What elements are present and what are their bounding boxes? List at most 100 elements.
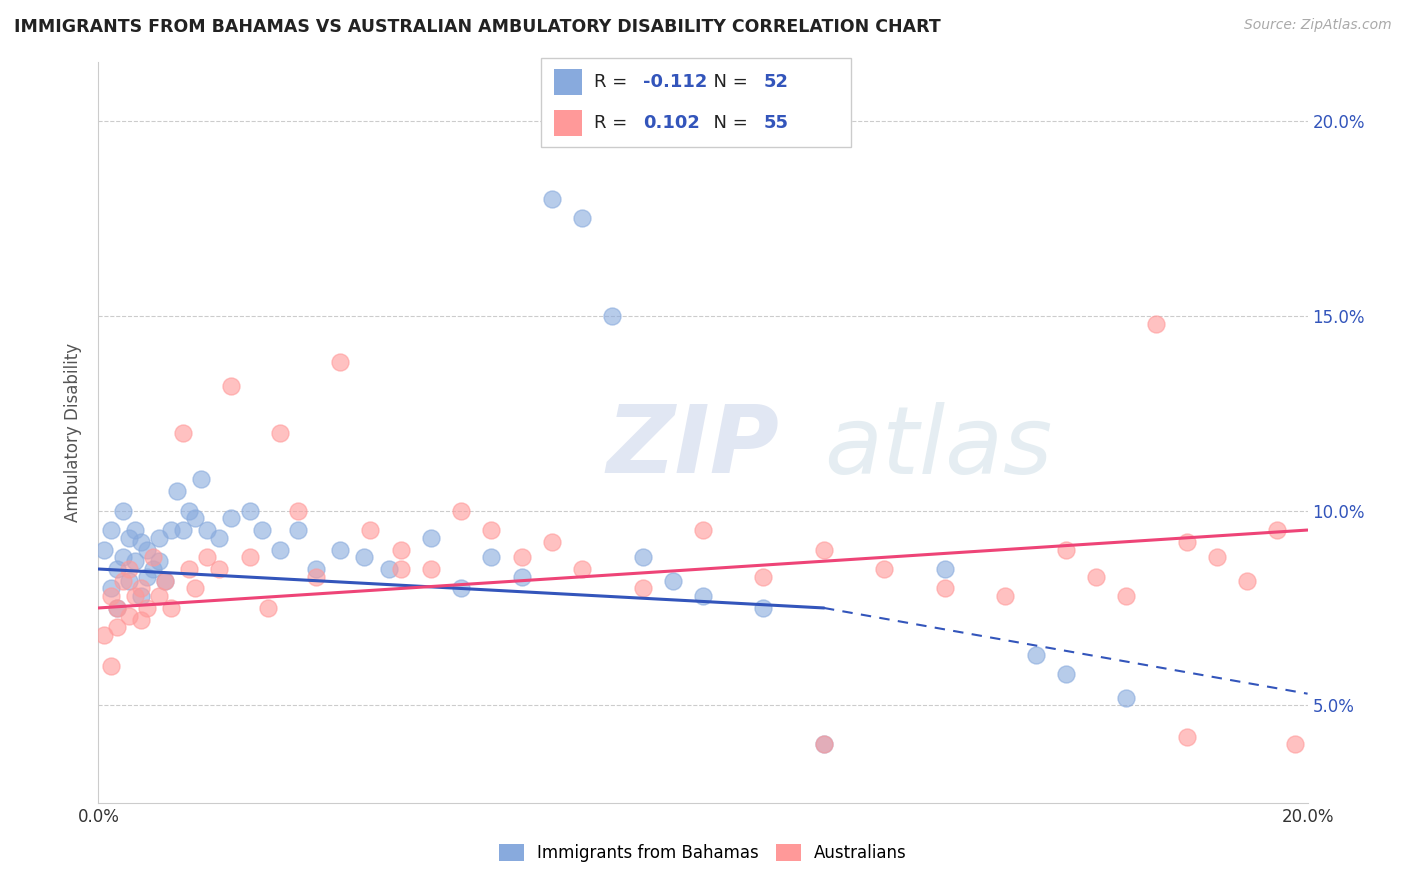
Point [692,523,714,537]
Point [287,503,309,517]
Point [1115,589,1137,603]
Point [389,562,412,576]
Point [129,534,152,549]
Point [153,574,176,588]
Legend: Immigrants from Bahamas, Australians: Immigrants from Bahamas, Australians [492,837,914,869]
Point [813,542,835,557]
Text: R =: R = [593,114,633,132]
Text: IMMIGRANTS FROM BAHAMAS VS AUSTRALIAN AMBULATORY DISABILITY CORRELATION CHART: IMMIGRANTS FROM BAHAMAS VS AUSTRALIAN AM… [14,18,941,36]
Point [631,550,654,565]
Text: 52: 52 [763,73,789,91]
Point [1175,534,1198,549]
Point [208,562,231,576]
Point [450,503,472,517]
Point [377,562,399,576]
Point [172,425,194,440]
Point [239,503,262,517]
Point [184,582,207,596]
Point [100,659,122,673]
Point [221,511,243,525]
Point [129,613,152,627]
Bar [554,110,582,136]
Y-axis label: Ambulatory Disability: Ambulatory Disability [65,343,83,522]
Point [692,589,714,603]
Point [160,601,183,615]
Point [190,472,212,486]
Point [105,601,128,615]
Point [813,737,835,751]
Point [118,574,141,588]
Point [1284,737,1306,751]
Point [256,601,278,615]
Text: 0.102: 0.102 [644,114,700,132]
Point [1115,690,1137,705]
Point [1054,667,1077,681]
Point [111,550,134,565]
Point [1085,570,1108,584]
Point [118,562,141,576]
Point [153,574,176,588]
Point [160,523,183,537]
Point [135,542,157,557]
Point [873,562,896,576]
Point [481,550,503,565]
Text: N =: N = [702,73,754,91]
Point [93,542,115,557]
Point [631,582,654,596]
Point [129,589,152,603]
Point [510,550,533,565]
Point [142,562,165,576]
Point [934,582,956,596]
Point [329,355,352,369]
Point [305,562,328,576]
Point [571,562,593,576]
Point [752,601,775,615]
Text: Source: ZipAtlas.com: Source: ZipAtlas.com [1244,18,1392,32]
Point [129,582,152,596]
Point [420,531,443,545]
Point [813,737,835,751]
Bar [554,69,582,95]
Point [105,562,128,576]
Point [250,523,273,537]
Point [111,503,134,517]
Point [239,550,262,565]
Point [221,379,243,393]
Point [1206,550,1229,565]
Point [1054,542,1077,557]
Point [994,589,1017,603]
Point [1144,317,1167,331]
Point [934,562,956,576]
Point [329,542,352,557]
Point [752,570,775,584]
Point [118,608,141,623]
Point [360,523,382,537]
Point [93,628,115,642]
Point [389,542,412,557]
Point [481,523,503,537]
Point [166,484,188,499]
Text: atlas: atlas [824,402,1052,493]
Point [179,503,201,517]
Point [510,570,533,584]
Point [184,511,207,525]
Point [124,523,146,537]
Point [105,620,128,634]
Point [305,570,328,584]
Point [1175,730,1198,744]
Point [450,582,472,596]
Point [148,589,170,603]
Point [540,192,562,206]
Point [1267,523,1289,537]
Point [111,574,134,588]
Text: N =: N = [702,114,754,132]
Point [353,550,375,565]
Point [142,550,165,565]
Point [148,554,170,568]
Point [195,550,218,565]
Point [179,562,201,576]
Text: ZIP: ZIP [606,401,779,493]
Point [540,534,562,549]
Point [602,309,624,323]
Point [148,531,170,545]
